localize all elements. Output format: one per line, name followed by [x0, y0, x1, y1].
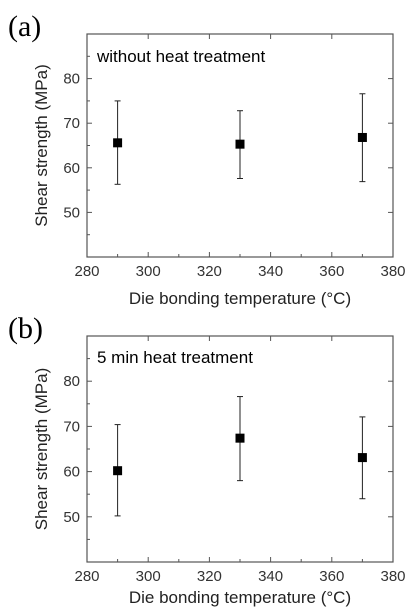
- x-tick-label: 340: [258, 263, 283, 280]
- x-tick-label: 320: [197, 568, 222, 585]
- plot-annotation: 5 min heat treatment: [97, 348, 253, 367]
- y-tick-label: 50: [63, 509, 80, 526]
- data-point: [235, 139, 245, 149]
- y-tick-label: 80: [63, 373, 80, 390]
- x-tick-label: 360: [319, 263, 344, 280]
- x-tick-label: 320: [197, 263, 222, 280]
- plot-annotation: without heat treatment: [96, 47, 265, 66]
- data-point: [113, 466, 123, 476]
- data-point: [357, 132, 367, 142]
- x-tick-label: 340: [258, 568, 283, 585]
- x-tick-label: 280: [74, 568, 99, 585]
- y-axis-label: Shear strength (MPa): [32, 368, 51, 531]
- panel-label: (b): [8, 312, 43, 345]
- x-axis-label: Die bonding temperature (°C): [129, 588, 351, 607]
- x-tick-label: 300: [136, 568, 161, 585]
- data-point: [113, 138, 123, 148]
- x-tick-label: 300: [136, 263, 161, 280]
- data-point: [357, 453, 367, 463]
- panel-a: (a) without heat treatment 280 300 320 340 360…: [8, 10, 405, 308]
- x-tick-label: 360: [319, 568, 344, 585]
- y-tick-label: 60: [63, 160, 80, 177]
- x-tick-label: 380: [380, 263, 405, 280]
- x-axis-label: Die bonding temperature (°C): [129, 289, 351, 308]
- y-tick-label: 50: [63, 204, 80, 221]
- y-tick-label: 70: [63, 115, 80, 132]
- panel-b: (b) 5 min heat treatment 280 300 320 340 360 38…: [8, 312, 405, 607]
- x-tick-label: 380: [380, 568, 405, 585]
- panel-label: (a): [8, 10, 41, 43]
- data-point: [235, 433, 245, 443]
- x-tick-label: 280: [74, 263, 99, 280]
- y-tick-label: 70: [63, 418, 80, 435]
- y-tick-label: 80: [63, 71, 80, 88]
- y-tick-label: 60: [63, 464, 80, 481]
- y-axis-label: Shear strength (MPa): [32, 64, 51, 227]
